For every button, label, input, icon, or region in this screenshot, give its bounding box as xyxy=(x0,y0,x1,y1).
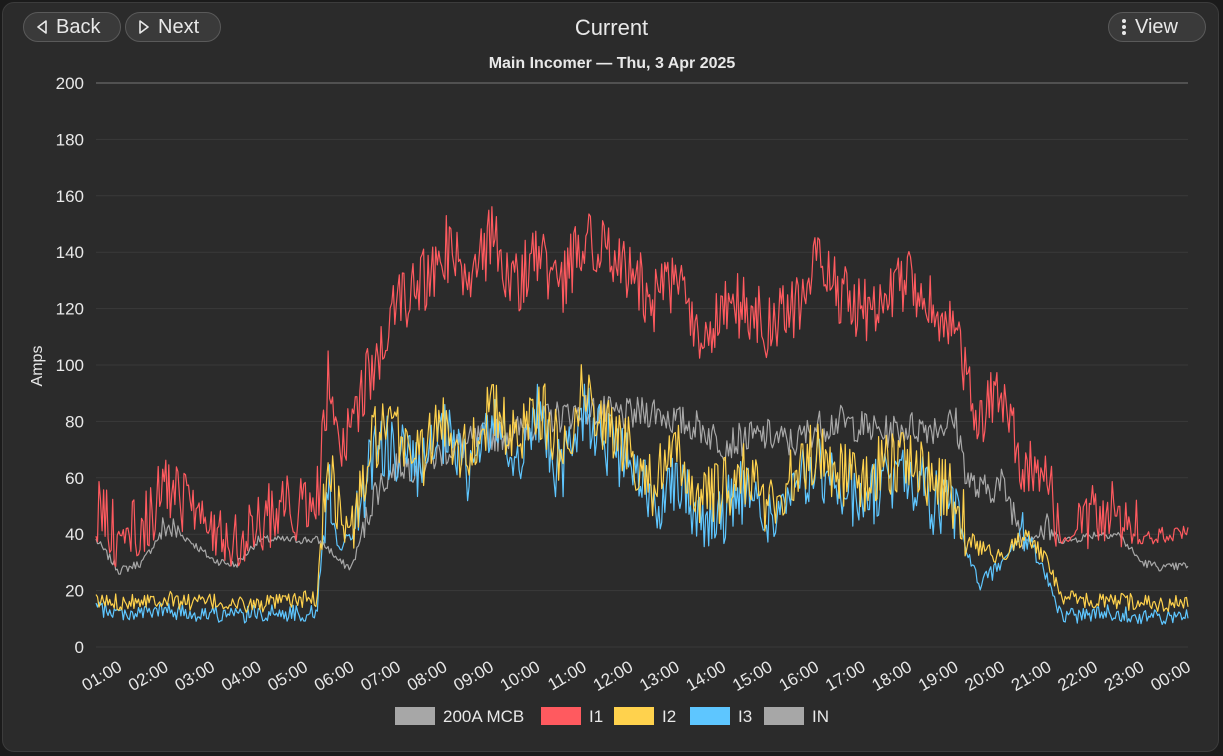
kebab-menu-icon xyxy=(1122,19,1126,35)
x-tick-label: 23:00 xyxy=(1101,657,1147,695)
y-tick-label: 60 xyxy=(65,469,84,488)
back-button-label: Back xyxy=(56,16,101,38)
y-tick-label: 100 xyxy=(56,356,84,375)
page-title: Current xyxy=(574,15,649,40)
triangle-right-icon xyxy=(139,20,149,34)
x-tick-label: 17:00 xyxy=(822,657,868,695)
x-tick-label: 04:00 xyxy=(218,657,264,695)
legend-label: I2 xyxy=(662,707,676,726)
y-tick-label: 40 xyxy=(65,525,84,544)
x-tick-label: 03:00 xyxy=(172,657,218,695)
next-button-label: Next xyxy=(158,16,200,38)
legend-label: IN xyxy=(812,707,829,726)
series-line-i2 xyxy=(95,364,1189,613)
x-tick-label: 20:00 xyxy=(962,657,1008,695)
x-tick-label: 08:00 xyxy=(404,657,450,695)
x-tick-label: 14:00 xyxy=(683,657,729,695)
y-tick-label: 80 xyxy=(65,412,84,431)
y-tick-label: 140 xyxy=(56,243,84,262)
chart-title: Main Incomer — Thu, 3 Apr 2025 xyxy=(489,55,736,72)
series-line-i3 xyxy=(95,383,1189,625)
back-button[interactable]: Back xyxy=(23,12,121,42)
legend-label: 200A MCB xyxy=(443,707,524,726)
x-tick-label: 12:00 xyxy=(590,657,636,695)
triangle-left-icon xyxy=(37,20,47,34)
legend-swatch-in xyxy=(764,707,804,725)
y-axis-label: Amps xyxy=(29,346,46,387)
x-tick-label: 02:00 xyxy=(125,657,171,695)
view-button-label: View xyxy=(1135,16,1178,38)
x-tick-label: 19:00 xyxy=(915,657,961,695)
legend-label: I1 xyxy=(589,707,603,726)
series-line-in xyxy=(95,394,1189,575)
x-tick-label: 06:00 xyxy=(311,657,357,695)
x-tick-label: 01:00 xyxy=(79,657,125,695)
x-tick-label: 21:00 xyxy=(1008,657,1054,695)
y-tick-label: 20 xyxy=(65,582,84,601)
x-tick-label: 00:00 xyxy=(1147,657,1193,695)
x-tick-label: 22:00 xyxy=(1055,657,1101,695)
y-tick-label: 200 xyxy=(56,74,84,93)
legend-label: I3 xyxy=(738,707,752,726)
y-tick-label: 0 xyxy=(75,638,84,657)
x-tick-label: 13:00 xyxy=(636,657,682,695)
legend-swatch-i1 xyxy=(541,707,581,725)
x-tick-label: 09:00 xyxy=(450,657,496,695)
x-tick-label: 05:00 xyxy=(265,657,311,695)
y-tick-label: 120 xyxy=(56,300,84,319)
x-tick-label: 15:00 xyxy=(729,657,775,695)
next-button[interactable]: Next xyxy=(125,12,221,42)
x-tick-label: 07:00 xyxy=(357,657,403,695)
y-tick-label: 180 xyxy=(56,130,84,149)
legend-swatch-i2 xyxy=(614,707,654,725)
x-tick-label: 10:00 xyxy=(497,657,543,695)
legend-swatch-200a-mcb xyxy=(395,707,435,725)
series-line-i1 xyxy=(95,206,1189,568)
x-tick-label: 18:00 xyxy=(869,657,915,695)
view-button[interactable]: View xyxy=(1108,12,1206,42)
x-tick-label: 16:00 xyxy=(776,657,822,695)
legend-swatch-i3 xyxy=(690,707,730,725)
y-tick-label: 160 xyxy=(56,187,84,206)
x-tick-label: 11:00 xyxy=(544,657,589,694)
